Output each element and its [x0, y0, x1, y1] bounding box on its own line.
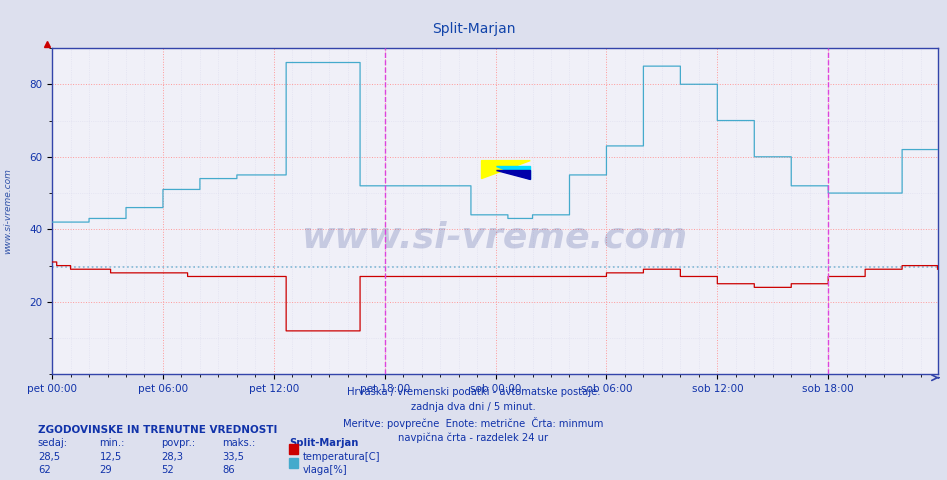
Text: navpična črta - razdelek 24 ur: navpična črta - razdelek 24 ur	[399, 432, 548, 443]
Polygon shape	[481, 161, 530, 179]
Text: povpr.:: povpr.:	[161, 438, 195, 448]
Text: vlaga[%]: vlaga[%]	[303, 465, 348, 475]
Text: 52: 52	[161, 465, 173, 475]
Text: 33,5: 33,5	[223, 452, 244, 462]
Text: www.si-vreme.com: www.si-vreme.com	[3, 168, 12, 254]
Text: Split-Marjan: Split-Marjan	[432, 22, 515, 36]
Polygon shape	[496, 169, 530, 179]
Text: ZGODOVINSKE IN TRENUTNE VREDNOSTI: ZGODOVINSKE IN TRENUTNE VREDNOSTI	[38, 425, 277, 435]
Text: zadnja dva dni / 5 minut.: zadnja dva dni / 5 minut.	[411, 402, 536, 412]
Text: 28,3: 28,3	[161, 452, 183, 462]
Text: 86: 86	[223, 465, 235, 475]
Text: min.:: min.:	[99, 438, 125, 448]
Text: Hrvaška / vremenski podatki - avtomatske postaje.: Hrvaška / vremenski podatki - avtomatske…	[347, 386, 600, 397]
Text: 12,5: 12,5	[99, 452, 121, 462]
Polygon shape	[496, 166, 530, 179]
Text: 29: 29	[99, 465, 112, 475]
Text: maks.:: maks.:	[223, 438, 256, 448]
Text: Meritve: povprečne  Enote: metrične  Črta: minmum: Meritve: povprečne Enote: metrične Črta:…	[344, 417, 603, 429]
Text: sedaj:: sedaj:	[38, 438, 68, 448]
Text: www.si-vreme.com: www.si-vreme.com	[302, 220, 688, 254]
Text: Split-Marjan: Split-Marjan	[289, 438, 358, 448]
Text: 62: 62	[38, 465, 50, 475]
Text: 28,5: 28,5	[38, 452, 60, 462]
Text: temperatura[C]: temperatura[C]	[303, 452, 381, 462]
